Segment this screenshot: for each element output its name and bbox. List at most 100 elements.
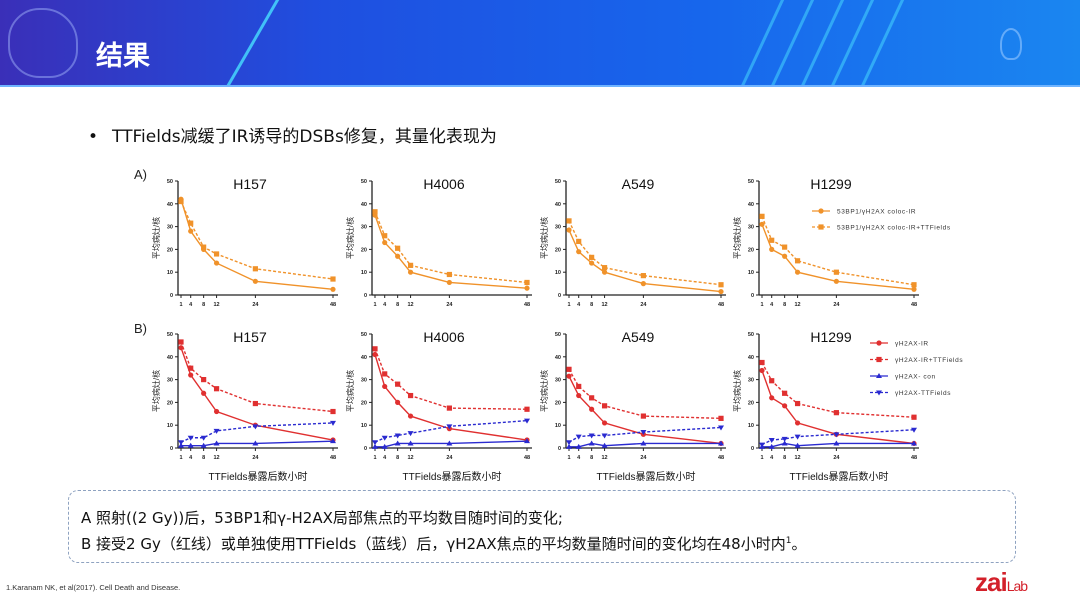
- y-tick-label: 50: [361, 332, 367, 338]
- x-tick-label: 4: [577, 455, 581, 461]
- data-point: [769, 237, 775, 243]
- x-tick-label: 4: [770, 302, 774, 308]
- y-tick-label: 50: [167, 179, 173, 185]
- data-point: [213, 260, 220, 266]
- data-point: [833, 440, 840, 446]
- data-point: [382, 239, 388, 246]
- data-point: [252, 440, 259, 446]
- y-tick-label: 40: [167, 202, 173, 208]
- x-tick-label: 48: [330, 302, 336, 308]
- x-tick-label: 24: [252, 455, 259, 461]
- data-point: [188, 228, 194, 234]
- data-point: [601, 442, 608, 448]
- y-tick-label: 50: [167, 332, 173, 338]
- y-tick-label: 30: [555, 378, 561, 384]
- chart-title: H157: [233, 329, 267, 345]
- legend-marker: [876, 356, 882, 363]
- data-point: [566, 443, 572, 449]
- y-tick-label: 30: [748, 378, 754, 384]
- data-point: [330, 438, 336, 444]
- series-line-1: [761, 216, 915, 286]
- series-line-0: [374, 354, 528, 441]
- data-point: [575, 434, 582, 440]
- data-point: [782, 253, 788, 259]
- data-point: [200, 442, 207, 448]
- data-point: [372, 209, 378, 215]
- ear-illustration-icon: [1000, 28, 1022, 60]
- y-tick-label: 40: [748, 355, 754, 361]
- y-tick-label: 20: [361, 247, 367, 253]
- x-tick-label: 8: [783, 455, 786, 461]
- data-point: [330, 286, 336, 292]
- series-line-0: [568, 229, 722, 293]
- x-tick-label: 8: [396, 302, 399, 308]
- x-tick-label: 4: [383, 455, 387, 461]
- y-tick-label: 40: [555, 202, 561, 208]
- x-tick-label: 48: [718, 302, 724, 308]
- data-point: [601, 269, 608, 275]
- data-point: [213, 440, 220, 446]
- data-point: [718, 425, 724, 431]
- data-point: [201, 390, 207, 396]
- x-tick-label: 12: [602, 302, 608, 308]
- x-tick-label: 48: [524, 455, 530, 461]
- y-tick-label: 10: [361, 270, 367, 276]
- data-point: [589, 395, 595, 401]
- caption-line-b-end: 。: [791, 535, 807, 553]
- y-tick-label: 50: [555, 179, 561, 185]
- y-axis-label: 平均病灶/核: [151, 217, 161, 259]
- data-point: [601, 265, 608, 271]
- y-tick-label: 40: [748, 202, 754, 208]
- data-point: [330, 276, 336, 282]
- series-line-1: [180, 201, 334, 280]
- chart-title: H4006: [423, 176, 464, 192]
- data-point: [833, 278, 839, 284]
- data-point: [718, 282, 724, 288]
- data-point: [589, 254, 595, 260]
- bullet-dot-icon: •: [88, 127, 99, 147]
- data-point: [187, 435, 194, 441]
- legend-marker: [876, 373, 882, 378]
- x-tick-label: 24: [833, 455, 840, 461]
- y-tick-label: 0: [364, 293, 367, 299]
- y-tick-label: 50: [748, 179, 754, 185]
- data-point: [566, 373, 572, 379]
- data-point: [566, 440, 572, 446]
- data-point: [407, 413, 414, 419]
- data-point: [395, 245, 401, 251]
- data-point: [566, 227, 572, 233]
- data-point: [601, 433, 608, 439]
- data-point: [769, 378, 775, 384]
- data-point: [576, 383, 582, 390]
- data-point: [718, 440, 724, 446]
- data-point: [188, 365, 194, 371]
- x-tick-label: 4: [577, 302, 581, 308]
- y-axis-label: 平均病灶/核: [539, 217, 549, 259]
- citation: 1.Karanam NK, et al(2017). Cell Death an…: [6, 583, 181, 592]
- data-point: [330, 420, 336, 426]
- legend-label: 53BP1/γH2AX coloc-IR+TTFields: [837, 225, 951, 232]
- y-tick-label: 50: [555, 332, 561, 338]
- chart-title: H1299: [810, 176, 851, 192]
- data-point: [911, 414, 917, 420]
- legend-label: γH2AX-IR+TTFields: [895, 357, 963, 364]
- data-point: [395, 381, 401, 387]
- data-point: [524, 406, 530, 412]
- data-point: [588, 433, 595, 439]
- data-point: [382, 383, 388, 390]
- data-point: [372, 346, 378, 352]
- zailab-logo: zaiLab: [975, 567, 1028, 597]
- y-tick-label: 50: [748, 332, 754, 338]
- data-point: [759, 442, 765, 448]
- x-tick-label: 12: [214, 455, 220, 461]
- data-point: [188, 372, 194, 378]
- data-point: [372, 351, 378, 358]
- data-point: [382, 371, 388, 377]
- y-tick-label: 0: [751, 293, 754, 299]
- data-point: [213, 386, 220, 392]
- y-axis-label: 平均病灶/核: [345, 370, 355, 412]
- y-tick-label: 0: [170, 446, 173, 452]
